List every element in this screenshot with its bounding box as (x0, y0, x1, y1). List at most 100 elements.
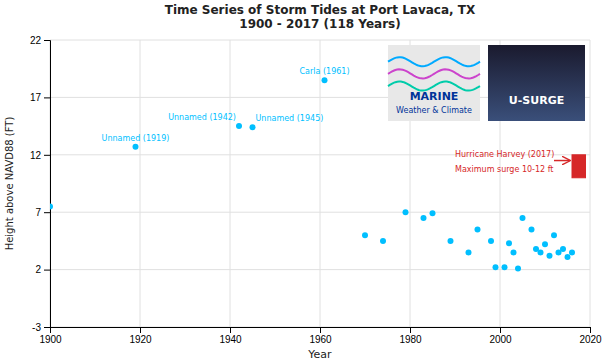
point (380, 238, 386, 244)
grid-line-x (230, 40, 231, 327)
point (466, 249, 472, 255)
y-axis-label: Height above NAVD88 (FT) (4, 117, 15, 251)
y-tick: 12 (30, 150, 50, 161)
logo-box (488, 45, 585, 121)
y-axis-line (44, 41, 51, 328)
x-tick-mark (140, 327, 141, 333)
point (502, 264, 508, 270)
x-tick: 2000 (489, 327, 512, 345)
point (569, 249, 575, 255)
point (430, 210, 436, 216)
point (50, 203, 53, 209)
y-tick-label: 17 (30, 92, 42, 103)
y-tick: -3 (32, 322, 50, 333)
x-tick-label: 1940 (219, 334, 242, 345)
y-tick: 17 (30, 92, 50, 103)
point-label: Carla (1961) (299, 67, 349, 76)
logo-text: MARINE (410, 90, 459, 103)
x-tick-label: 1920 (129, 334, 152, 345)
point (421, 215, 427, 221)
logo-text: U-SURGE (509, 94, 564, 107)
point (542, 241, 548, 247)
x-tick-label: 2000 (489, 334, 512, 345)
grid-line-x (590, 40, 591, 327)
x-axis-line (51, 328, 591, 334)
point (250, 124, 256, 130)
logo: U-SURGE (488, 45, 585, 121)
point (551, 232, 557, 238)
x-tick-label: 1980 (399, 334, 422, 345)
point-label: Unnamed (1942) (168, 113, 236, 122)
title: Time Series of Storm Tides at Port Lavac… (165, 3, 476, 31)
harvey-box (572, 155, 586, 178)
x-tick: 1920 (129, 327, 152, 345)
logo-wave (388, 69, 480, 78)
x-tick: 2020 (579, 327, 602, 345)
point (547, 253, 553, 259)
x-axis: 1900 1920 1940 1960 1980 2000 2020 (39, 327, 602, 345)
y-tick-label: 2 (35, 264, 41, 275)
y-tick-mark (44, 155, 50, 156)
chart: 1900 1920 1940 1960 1980 2000 2020 -3 2 7 12 17 22 Ti… (0, 0, 605, 363)
y-tick: 7 (35, 207, 50, 218)
y-tick: 22 (30, 35, 50, 46)
point (475, 226, 481, 232)
point (322, 77, 328, 83)
x-tick: 1900 (39, 327, 62, 345)
point (511, 249, 517, 255)
y-tick-label: 12 (30, 150, 42, 161)
grid-line-x (140, 40, 141, 327)
point (448, 238, 454, 244)
x-tick: 1940 (219, 327, 242, 345)
point (565, 254, 571, 260)
point (488, 238, 494, 244)
point (560, 246, 566, 252)
x-tick-label: 2020 (579, 334, 602, 345)
x-tick-mark (410, 327, 411, 333)
y-tick-mark (44, 212, 50, 213)
x-tick-label: 1960 (309, 334, 332, 345)
point-label: Unnamed (1919) (102, 134, 170, 143)
point (403, 209, 409, 215)
point (506, 240, 512, 246)
logo-text: Weather & Climate (396, 106, 472, 115)
logo: MARINE Weather & Climate (388, 45, 480, 121)
x-tick: 1960 (309, 327, 332, 345)
point (538, 249, 544, 255)
x-axis-label: Year (307, 348, 332, 361)
harvey-text: Hurricane Harvey (2017) (455, 150, 554, 159)
x-tick: 1980 (399, 327, 422, 345)
y-tick-mark (44, 270, 50, 271)
y-tick-mark (44, 327, 50, 328)
harvey-arrow (554, 160, 570, 162)
y-tick-label: -3 (32, 322, 41, 333)
point (236, 123, 242, 129)
point (493, 264, 499, 270)
x-tick-mark (230, 327, 231, 333)
point-label: Unnamed (1945) (256, 114, 324, 123)
x-tick-label: 1900 (39, 334, 62, 345)
x-tick-mark (500, 327, 501, 333)
y-tick-label: 22 (30, 35, 42, 46)
y-tick-mark (44, 40, 50, 41)
logo-box (388, 45, 480, 121)
grid-line-y (50, 40, 590, 41)
y-tick: 2 (35, 264, 50, 275)
grid-line-y (50, 269, 590, 270)
grid (50, 40, 590, 327)
y-tick-mark (44, 97, 50, 98)
x-tick-mark (590, 327, 591, 333)
logo-wave (388, 57, 480, 66)
grid-line-y (50, 212, 590, 213)
point (515, 265, 521, 271)
grid-line-x (320, 40, 321, 327)
annotations: Hurricane Harvey (2017) Maximum surge 10-… (102, 45, 585, 174)
point (520, 215, 526, 221)
y-tick-label: 7 (35, 207, 41, 218)
x-tick-mark (320, 327, 321, 333)
point (529, 226, 535, 232)
point (362, 232, 368, 238)
y-axis: -3 2 7 12 17 22 (30, 35, 51, 333)
harvey-text: Maximum surge 10-12 ft (455, 165, 554, 174)
point (133, 144, 139, 150)
